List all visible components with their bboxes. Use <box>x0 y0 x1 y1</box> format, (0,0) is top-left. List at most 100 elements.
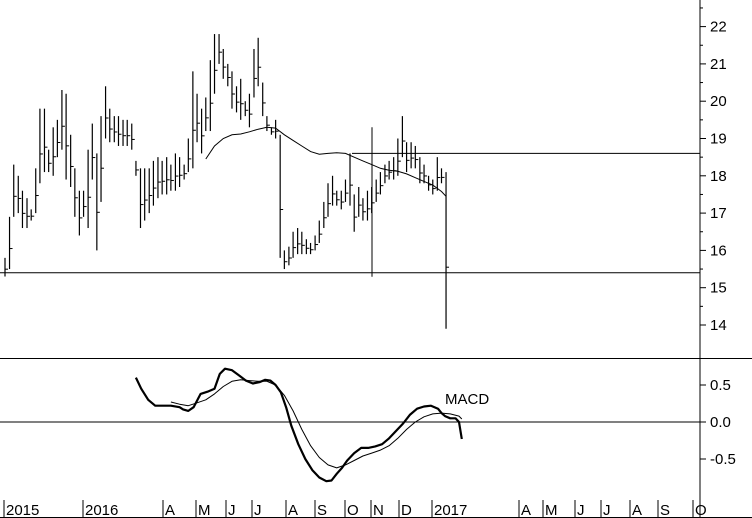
x-axis-label: A <box>288 502 298 518</box>
price-bar <box>279 134 284 258</box>
macd-y-tick-label: -0.5 <box>710 451 736 468</box>
price-bar <box>227 63 231 87</box>
macd-title: MACD <box>445 391 489 408</box>
price-bar <box>157 157 161 199</box>
price-bar <box>61 90 65 150</box>
price-bar <box>218 34 223 64</box>
x-axis-label: S <box>660 502 670 518</box>
price-bar <box>222 48 227 79</box>
price-bar <box>170 164 174 191</box>
price-bar <box>362 198 366 221</box>
price-bar <box>257 37 262 87</box>
price-bar <box>283 250 288 270</box>
price-bar <box>305 239 310 255</box>
macd-y-tick-label: 0.5 <box>710 377 731 394</box>
x-axis-label: D <box>401 502 412 518</box>
price-bar <box>240 78 244 120</box>
price-bar <box>414 145 419 169</box>
price-bar <box>288 246 292 266</box>
price-bar <box>192 71 196 169</box>
price-bar <box>244 101 249 117</box>
price-bar <box>13 164 17 217</box>
price-bar <box>275 119 279 139</box>
price-bar <box>200 108 205 154</box>
x-axis-label: 2016 <box>85 502 118 518</box>
price-bar <box>91 123 96 180</box>
price-y-tick-label: 16 <box>710 242 727 259</box>
x-axis-label: J <box>577 502 585 518</box>
price-bar <box>113 116 118 143</box>
price-bar <box>139 168 144 229</box>
x-axis-label: O <box>347 502 359 518</box>
price-bar <box>152 160 157 206</box>
price-y-tick-label: 19 <box>710 131 727 148</box>
price-bar <box>100 116 105 202</box>
price-bar <box>384 164 388 184</box>
price-bar <box>213 34 218 94</box>
x-axis-label: A <box>632 502 642 518</box>
x-axis-label: J <box>228 502 236 518</box>
price-bar <box>196 93 201 143</box>
price-bar <box>440 168 445 184</box>
price-bar <box>270 127 275 135</box>
price-bar <box>144 168 148 221</box>
price-bar <box>205 97 209 132</box>
price-bar <box>432 179 436 195</box>
price-bar <box>78 190 83 236</box>
price-bar <box>65 93 70 180</box>
price-bar <box>74 168 78 217</box>
price-bar <box>349 153 354 206</box>
price-moving-average <box>205 126 447 197</box>
x-axis-label: O <box>695 502 707 518</box>
price-bar <box>292 231 297 258</box>
price-bar <box>318 220 323 243</box>
price-bar <box>104 86 109 139</box>
price-bar <box>87 149 92 229</box>
price-bar <box>301 231 305 255</box>
price-y-tick-label: 14 <box>710 317 727 334</box>
price-bar <box>253 48 257 98</box>
price-bar <box>17 175 22 214</box>
price-bar <box>179 157 183 187</box>
macd-y-axis: 0.5 0.0 -0.5 <box>0 377 736 468</box>
price-bar <box>174 153 179 191</box>
price-bar <box>371 186 375 214</box>
price-y-tick-label: 22 <box>710 19 727 36</box>
price-y-tick-label: 15 <box>710 280 727 297</box>
price-panel: 14 15 16 17 18 19 20 21 22 <box>0 0 727 518</box>
price-bar <box>393 157 397 180</box>
x-axis-label: 2015 <box>6 502 39 518</box>
price-bar <box>122 119 127 146</box>
x-axis-label: M <box>198 502 211 518</box>
price-bar <box>344 179 349 202</box>
price-bar <box>131 123 135 150</box>
x-axis-label: S <box>317 502 327 518</box>
price-bar <box>109 108 113 143</box>
x-axis: 2015 2016 A M J J A S O N D 2017 A M J J A S O <box>0 500 752 518</box>
price-bar <box>445 172 450 329</box>
price-bar <box>187 138 192 173</box>
price-bar <box>48 149 52 173</box>
price-bar <box>353 194 358 232</box>
price-bar <box>39 108 43 184</box>
price-bar <box>297 228 301 255</box>
price-bar <box>183 164 188 180</box>
price-bar <box>126 119 131 146</box>
price-bar <box>231 71 235 109</box>
price-y-axis: 14 15 16 17 18 19 20 21 22 <box>699 0 727 518</box>
price-y-tick-label: 21 <box>710 56 727 73</box>
price-bar <box>30 209 35 221</box>
price-bar <box>401 116 406 158</box>
x-axis-label: J <box>254 502 262 518</box>
moving-average-line <box>205 126 447 197</box>
price-bar <box>423 164 428 184</box>
price-bar <box>336 190 340 206</box>
price-bar <box>366 190 371 221</box>
price-bar <box>397 138 401 176</box>
price-bar <box>436 157 441 191</box>
x-axis-label: 2017 <box>434 502 467 518</box>
x-axis-label: M <box>545 502 558 518</box>
x-axis-label: J <box>603 502 611 518</box>
macd-y-tick-label: 0.0 <box>710 414 731 431</box>
